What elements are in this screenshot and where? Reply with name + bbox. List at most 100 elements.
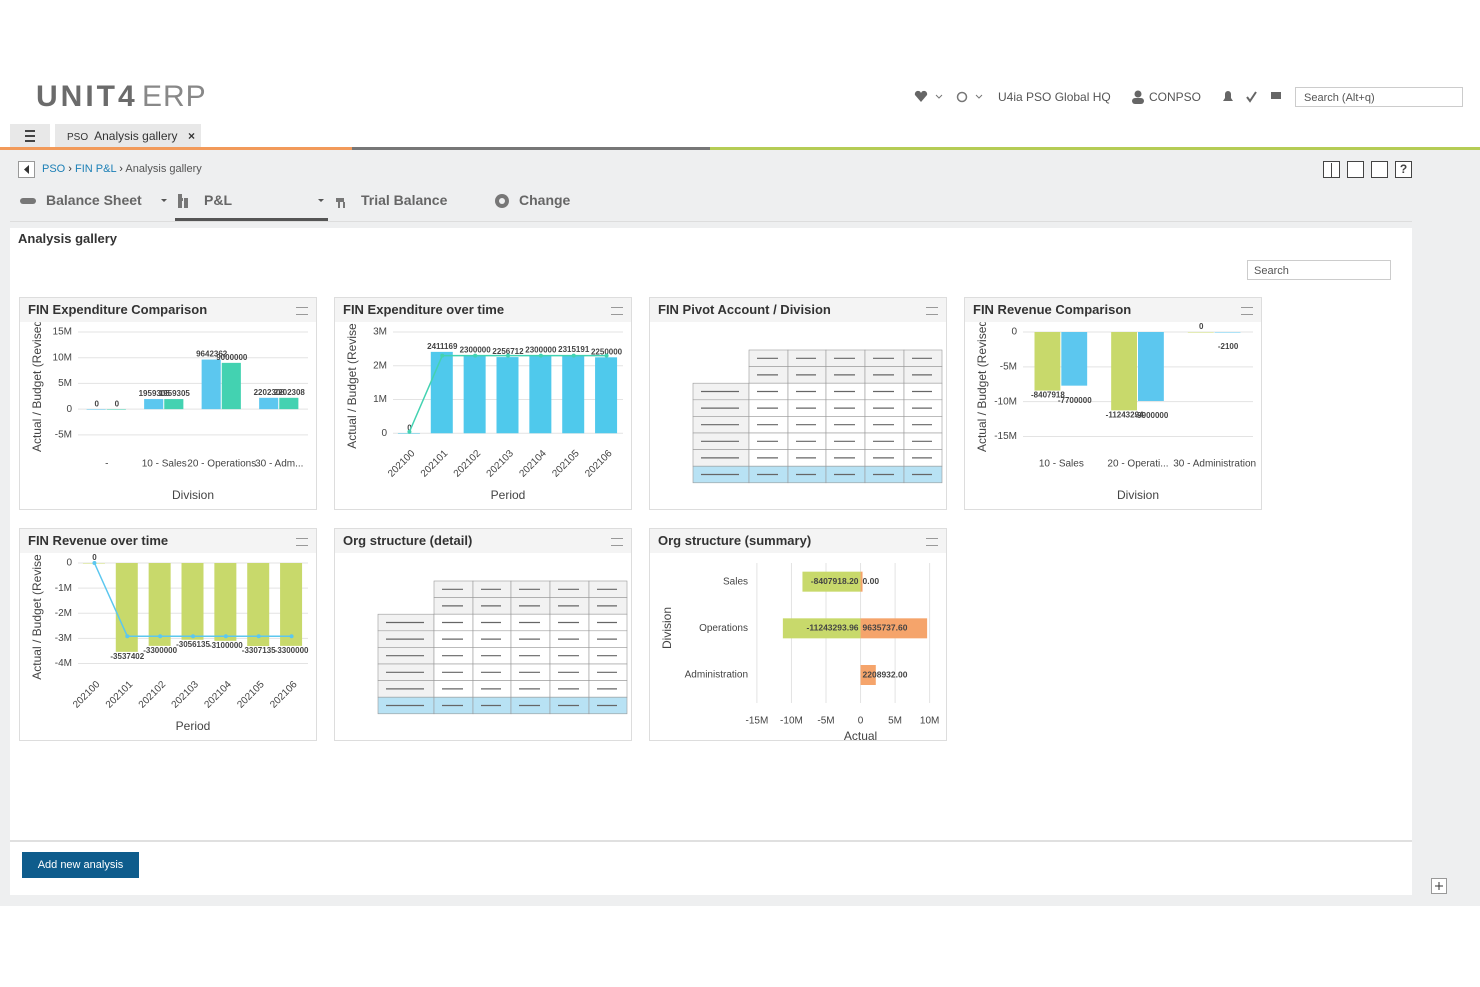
line-point bbox=[256, 634, 261, 639]
breadcrumb: PSO › FIN P&L › Analysis gallery bbox=[42, 163, 202, 175]
y-tick-label: -4M bbox=[55, 658, 72, 669]
data-label: -11243293.96 bbox=[807, 623, 859, 633]
header-icons[interactable] bbox=[1220, 89, 1290, 105]
widget-menu[interactable] bbox=[296, 307, 308, 315]
y-tick-label: -15M bbox=[994, 431, 1017, 442]
analysis-widget[interactable]: Org structure (detail) bbox=[334, 528, 632, 741]
line-point bbox=[571, 353, 576, 358]
analysis-widget[interactable]: FIN Expenditure over time 0 1M 2M 3M Actual /… bbox=[334, 297, 632, 510]
global-search[interactable]: Search (Alt+q) bbox=[1295, 87, 1463, 107]
nav-item[interactable]: Change bbox=[519, 192, 571, 208]
line-point bbox=[92, 561, 97, 565]
y-tick-label: -1M bbox=[55, 583, 72, 594]
x-tick-label: 0 bbox=[858, 716, 864, 727]
tab-label: Analysis gallery bbox=[94, 129, 178, 143]
analysis-widget[interactable]: Org structure (summary) -15M -10M -5M 0 5M 10M… bbox=[649, 528, 947, 741]
x-tick-label: 30 - Adm... bbox=[255, 459, 303, 470]
bar bbox=[1138, 332, 1164, 401]
y-tick-label: 15M bbox=[53, 327, 72, 338]
data-label: 0 bbox=[115, 399, 120, 408]
nav-item[interactable]: Balance Sheet bbox=[46, 192, 142, 208]
x-tick-label: 202102 bbox=[452, 448, 484, 480]
y-tick-label: 1M bbox=[373, 394, 387, 405]
x-tick-label: 202101 bbox=[104, 679, 136, 711]
y-tick-label: 0 bbox=[66, 558, 72, 569]
y-tick-label: 0 bbox=[1011, 327, 1017, 338]
tab-prefix: PSO bbox=[67, 132, 89, 143]
menu-button[interactable] bbox=[10, 124, 50, 148]
data-label: 2411169 bbox=[427, 342, 458, 351]
data-label: 0 bbox=[94, 399, 99, 408]
bar bbox=[782, 618, 861, 639]
data-label: -2100 bbox=[1218, 342, 1239, 351]
data-label: -3300000 bbox=[143, 646, 177, 655]
user-menu[interactable]: CONPSO bbox=[1149, 90, 1202, 104]
favorites-icon[interactable] bbox=[914, 90, 954, 104]
bar bbox=[86, 409, 106, 410]
breadcrumb-item[interactable]: FIN P&L bbox=[75, 163, 117, 175]
data-label: -3056135 bbox=[176, 640, 210, 649]
line-point bbox=[125, 634, 130, 639]
expand-button[interactable] bbox=[1431, 878, 1449, 896]
x-axis-label: Division bbox=[172, 488, 214, 502]
back-button[interactable] bbox=[18, 161, 36, 179]
bar bbox=[280, 563, 303, 646]
widget-menu[interactable] bbox=[1241, 307, 1253, 315]
analysis-widget[interactable]: FIN Revenue Comparison -15M -10M -5M 0 Actual… bbox=[964, 297, 1262, 510]
x-tick-label: -10M bbox=[780, 716, 803, 727]
y-tick-label: Operations bbox=[699, 623, 748, 634]
data-label: -8407918.20 bbox=[811, 576, 859, 586]
line-point bbox=[506, 353, 510, 358]
line-point bbox=[223, 634, 228, 639]
bar bbox=[430, 351, 453, 434]
x-tick-label: - bbox=[105, 459, 108, 470]
widget-title: FIN Revenue over time bbox=[20, 529, 316, 553]
product-name: ERP bbox=[142, 80, 207, 113]
x-axis-label: Period bbox=[491, 488, 526, 502]
y-axis-label: Division bbox=[660, 607, 674, 649]
data-label: -3100000 bbox=[209, 641, 243, 650]
y-tick-label: 0 bbox=[381, 428, 387, 439]
bar bbox=[164, 399, 184, 410]
widget-title: Org structure (detail) bbox=[335, 529, 631, 553]
active-tab[interactable]: PSO Analysis gallery × bbox=[55, 124, 201, 148]
y-tick-label: 2M bbox=[373, 360, 387, 371]
x-tick-label: 202103 bbox=[485, 448, 517, 480]
analysis-widget[interactable]: FIN Revenue over time -4M -3M -2M -1M 0 Actual… bbox=[19, 528, 317, 741]
bar bbox=[802, 571, 861, 592]
bar bbox=[1061, 332, 1088, 386]
breadcrumb-item[interactable]: PSO bbox=[42, 163, 66, 175]
add-analysis-button[interactable]: Add new analysis bbox=[22, 852, 139, 878]
y-tick-label: -3M bbox=[55, 633, 72, 644]
data-label: -11243294 bbox=[1106, 410, 1144, 419]
bar bbox=[247, 563, 270, 647]
x-axis-label: Actual bbox=[844, 729, 877, 740]
line-point bbox=[604, 353, 609, 358]
panel-footer-line bbox=[10, 840, 1412, 842]
x-tick-label: 202103 bbox=[170, 679, 202, 711]
analysis-widget[interactable]: FIN Pivot Account / Division bbox=[649, 297, 947, 510]
bar bbox=[860, 665, 876, 685]
toolbar-icons[interactable]: ? bbox=[1322, 160, 1416, 180]
widget-menu[interactable] bbox=[611, 538, 623, 546]
y-tick-label: -5M bbox=[1000, 361, 1017, 372]
x-tick-label: 202105 bbox=[235, 679, 267, 711]
y-axis-label: Actual / Budget (Revised bbox=[975, 322, 989, 452]
bar bbox=[860, 571, 863, 592]
widget-body: -4M -3M -2M -1M 0 Actual / Budget (Revise Peri… bbox=[30, 553, 309, 733]
widget-body: 0 1M 2M 3M Actual / Budget (Revise Period 2021… bbox=[345, 323, 623, 502]
widget-menu[interactable] bbox=[611, 307, 623, 315]
x-tick-label: 202104 bbox=[202, 679, 234, 711]
history-icon[interactable] bbox=[956, 90, 992, 104]
widget-menu[interactable] bbox=[926, 538, 938, 546]
analysis-widget[interactable]: FIN Expenditure Comparison -5M 0 5M 10M 15M Ac… bbox=[19, 297, 317, 510]
nav-item[interactable]: P&L bbox=[204, 192, 232, 208]
x-tick-label: 20 - Operati... bbox=[1107, 459, 1168, 470]
widget-menu[interactable] bbox=[296, 538, 308, 546]
nav-item[interactable]: Trial Balance bbox=[361, 192, 448, 208]
widget-menu[interactable] bbox=[926, 307, 938, 315]
company-selector[interactable]: U4ia PSO Global HQ bbox=[998, 90, 1111, 104]
widget-title: FIN Expenditure over time bbox=[335, 298, 631, 322]
gallery-search[interactable]: Search bbox=[1247, 260, 1391, 280]
